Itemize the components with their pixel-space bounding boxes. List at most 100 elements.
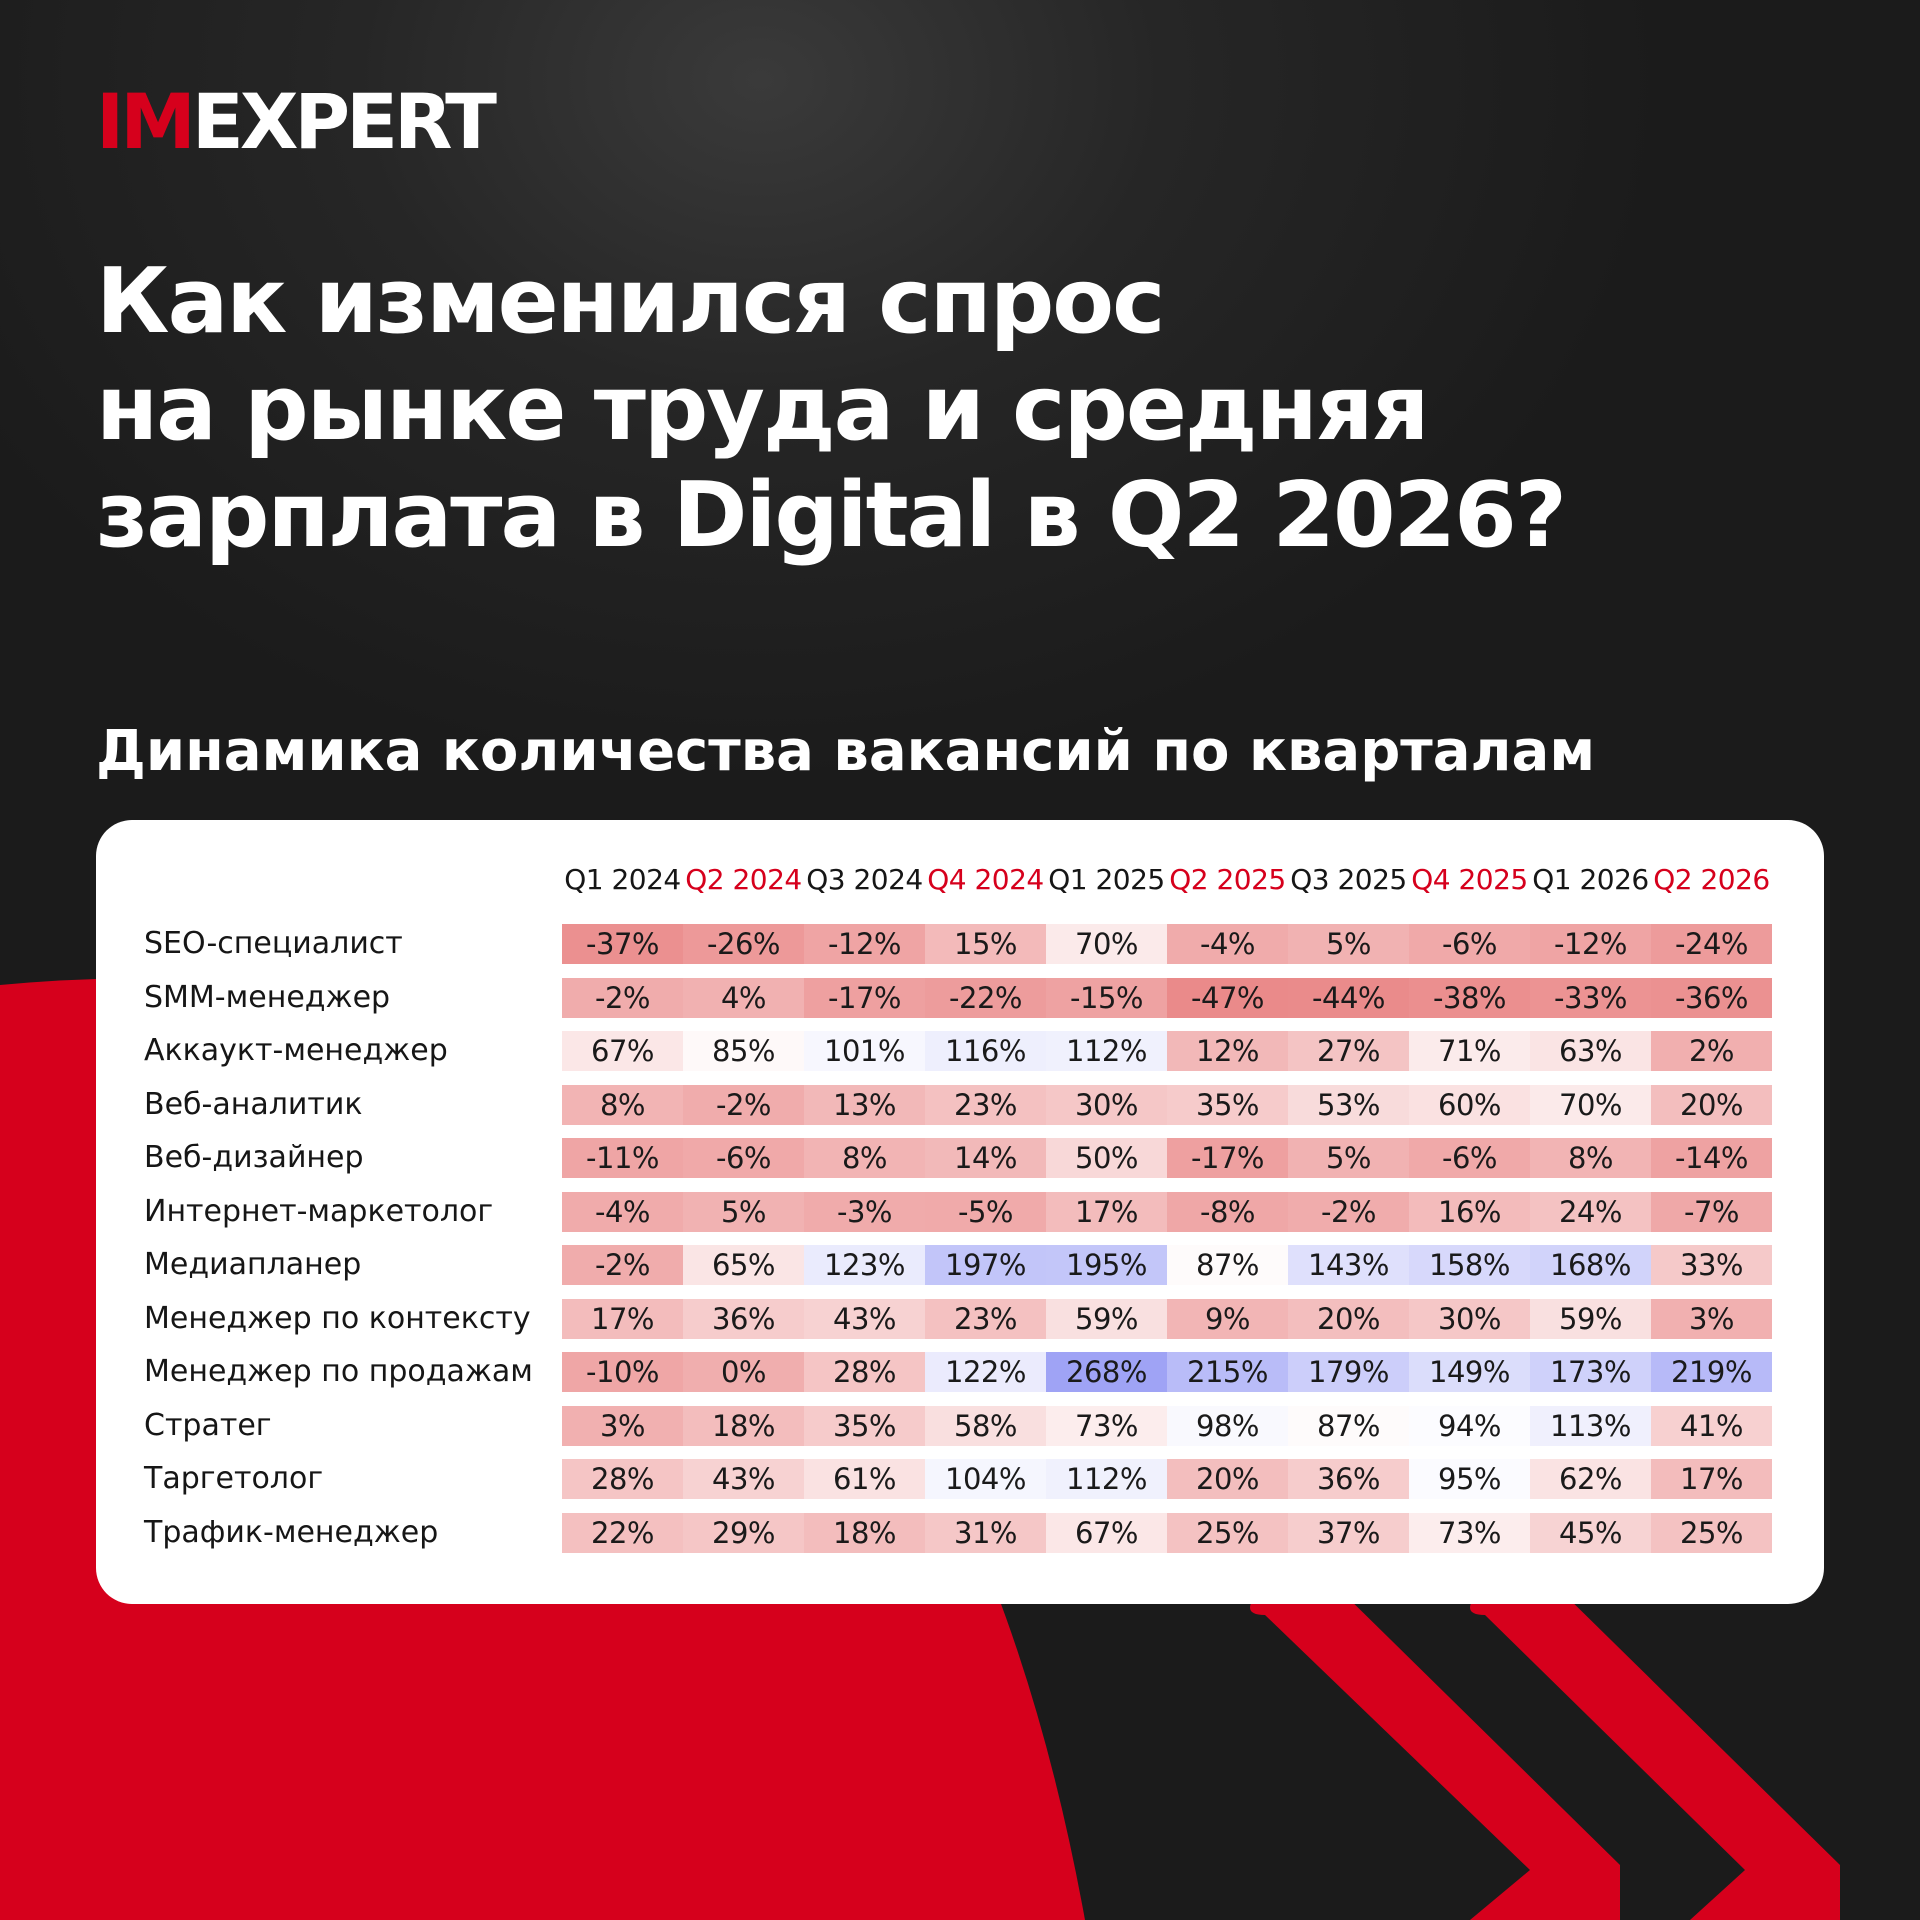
heatmap-cell: 18% (683, 1405, 804, 1446)
heatmap-cell: -2% (562, 1245, 683, 1285)
heatmap-cell: 73% (1409, 1512, 1530, 1553)
chart-title: Динамика количества вакансий по квартала… (96, 719, 1596, 784)
heatmap-cell: 36% (683, 1298, 804, 1339)
chevron-shape-1 (1250, 1567, 1620, 1920)
heatmap-cell: 98% (1167, 1405, 1288, 1446)
heatmap-cell: -3% (804, 1191, 925, 1232)
heatmap-cell: -37% (562, 924, 683, 964)
heatmap-cell: -12% (1530, 924, 1651, 964)
heatmap-cell: 5% (1288, 1138, 1409, 1178)
heatmap-cell: 35% (1167, 1084, 1288, 1125)
heatmap-cell: -10% (562, 1352, 683, 1392)
heatmap-cell: -2% (1288, 1191, 1409, 1232)
heatmap-cell: 36% (1288, 1459, 1409, 1499)
row-label: Веб-аналитик (144, 1086, 363, 1122)
heatmap-cell: 25% (1167, 1512, 1288, 1553)
heatmap-cell: 59% (1530, 1298, 1651, 1339)
heatmap-cell: 123% (804, 1245, 925, 1285)
heatmap-cell: 17% (1046, 1191, 1167, 1232)
heatmap-cell: 30% (1046, 1084, 1167, 1125)
column-header: Q1 2024 (564, 863, 681, 896)
heatmap-cell: 28% (562, 1459, 683, 1499)
heatmap-cell: 197% (925, 1245, 1046, 1285)
heatmap-cell: 8% (804, 1138, 925, 1178)
heatmap-cell: 112% (1046, 1031, 1167, 1071)
title-line-2: на рынке труда и средняя (96, 356, 1429, 461)
heatmap-cell: -8% (1167, 1191, 1288, 1232)
heatmap-cell: 101% (804, 1031, 925, 1071)
heatmap-cell: 63% (1530, 1031, 1651, 1071)
heatmap-cell: 60% (1409, 1084, 1530, 1125)
heatmap-cell: 27% (1288, 1031, 1409, 1071)
heatmap-cell: -22% (925, 977, 1046, 1018)
heatmap-cell: -17% (804, 977, 925, 1018)
heatmap-cell: 113% (1530, 1405, 1651, 1446)
heatmap-cell: 87% (1288, 1405, 1409, 1446)
heatmap-cell: 3% (562, 1405, 683, 1446)
heatmap-cell: 173% (1530, 1352, 1651, 1392)
column-header: Q3 2025 (1290, 863, 1407, 896)
heatmap-cell: 15% (925, 924, 1046, 964)
heatmap-cell: 20% (1651, 1084, 1772, 1125)
heatmap-cell: 95% (1409, 1459, 1530, 1499)
heatmap-cell: 143% (1288, 1245, 1409, 1285)
row-label: SEO-специалист (144, 926, 403, 961)
chevron-shape-2 (1470, 1567, 1840, 1920)
heatmap-cell: 59% (1046, 1298, 1167, 1339)
heatmap-cell: 22% (562, 1512, 683, 1553)
heatmap-cell: 28% (804, 1352, 925, 1392)
heatmap-cell: 94% (1409, 1405, 1530, 1446)
heatmap-cell: -4% (562, 1191, 683, 1232)
heatmap-cell: 67% (562, 1031, 683, 1071)
heatmap-cell: 179% (1288, 1352, 1409, 1392)
heatmap-cell: 29% (683, 1512, 804, 1553)
heatmap-cell: 30% (1409, 1298, 1530, 1339)
heatmap-cell: 20% (1288, 1298, 1409, 1339)
heatmap-cell: 62% (1530, 1459, 1651, 1499)
heatmap-cell: -15% (1046, 977, 1167, 1018)
heatmap-cell: 122% (925, 1352, 1046, 1392)
heatmap-cell: -6% (1409, 1138, 1530, 1178)
column-header: Q4 2025 (1411, 863, 1528, 896)
heatmap-cell: 67% (1046, 1512, 1167, 1553)
heatmap-cell: 8% (1530, 1138, 1651, 1178)
heatmap-cell: 9% (1167, 1298, 1288, 1339)
heatmap-cell: -14% (1651, 1138, 1772, 1178)
heatmap-cell: 8% (562, 1084, 683, 1125)
heatmap-cell: 17% (1651, 1459, 1772, 1499)
column-header: Q3 2024 (806, 863, 923, 896)
heatmap-cell: 33% (1651, 1245, 1772, 1285)
heatmap-cell: 73% (1046, 1405, 1167, 1446)
heatmap-cell: 87% (1167, 1245, 1288, 1285)
heatmap-cell: -11% (562, 1138, 683, 1178)
heatmap-cell: 0% (683, 1352, 804, 1392)
title-line-3: зарплата в Digital в Q2 2026? (96, 463, 1567, 568)
heatmap-cell: 195% (1046, 1245, 1167, 1285)
heatmap-cell: -5% (925, 1191, 1046, 1232)
row-label: Аккаукт-менеджер (144, 1033, 448, 1068)
heatmap-cell: 112% (1046, 1459, 1167, 1499)
heatmap-cell: 23% (925, 1298, 1046, 1339)
heatmap-card: Q1 2024 Q2 2024 Q3 2024 Q4 2024 Q1 2025 Q2 20… (96, 820, 1824, 1604)
column-header: Q2 2026 (1653, 863, 1770, 896)
heatmap-cell: 20% (1167, 1459, 1288, 1499)
heatmap-cell: 5% (683, 1191, 804, 1232)
heatmap-cell: 5% (1288, 924, 1409, 964)
heatmap-cell: 61% (804, 1459, 925, 1499)
heatmap-cell: -36% (1651, 977, 1772, 1018)
row-label: SMM-менеджер (144, 979, 391, 1015)
heatmap-cell: 4% (683, 977, 804, 1018)
heatmap-cell: 2% (1651, 1031, 1772, 1071)
heatmap-cell: 43% (683, 1459, 804, 1499)
heatmap-cell: -38% (1409, 977, 1530, 1018)
heatmap-cell: 70% (1530, 1084, 1651, 1125)
heatmap-cell: 3% (1651, 1298, 1772, 1339)
heatmap-cell: 215% (1167, 1352, 1288, 1392)
heatmap-cell: 17% (562, 1298, 683, 1339)
brand-logo: IMEXPERT (96, 77, 497, 166)
column-header: Q1 2025 (1048, 863, 1165, 896)
heatmap-cell: 268% (1046, 1352, 1167, 1392)
heatmap-cell: 104% (925, 1459, 1046, 1499)
heatmap-cell: 14% (925, 1138, 1046, 1178)
heatmap-cell: -24% (1651, 924, 1772, 964)
